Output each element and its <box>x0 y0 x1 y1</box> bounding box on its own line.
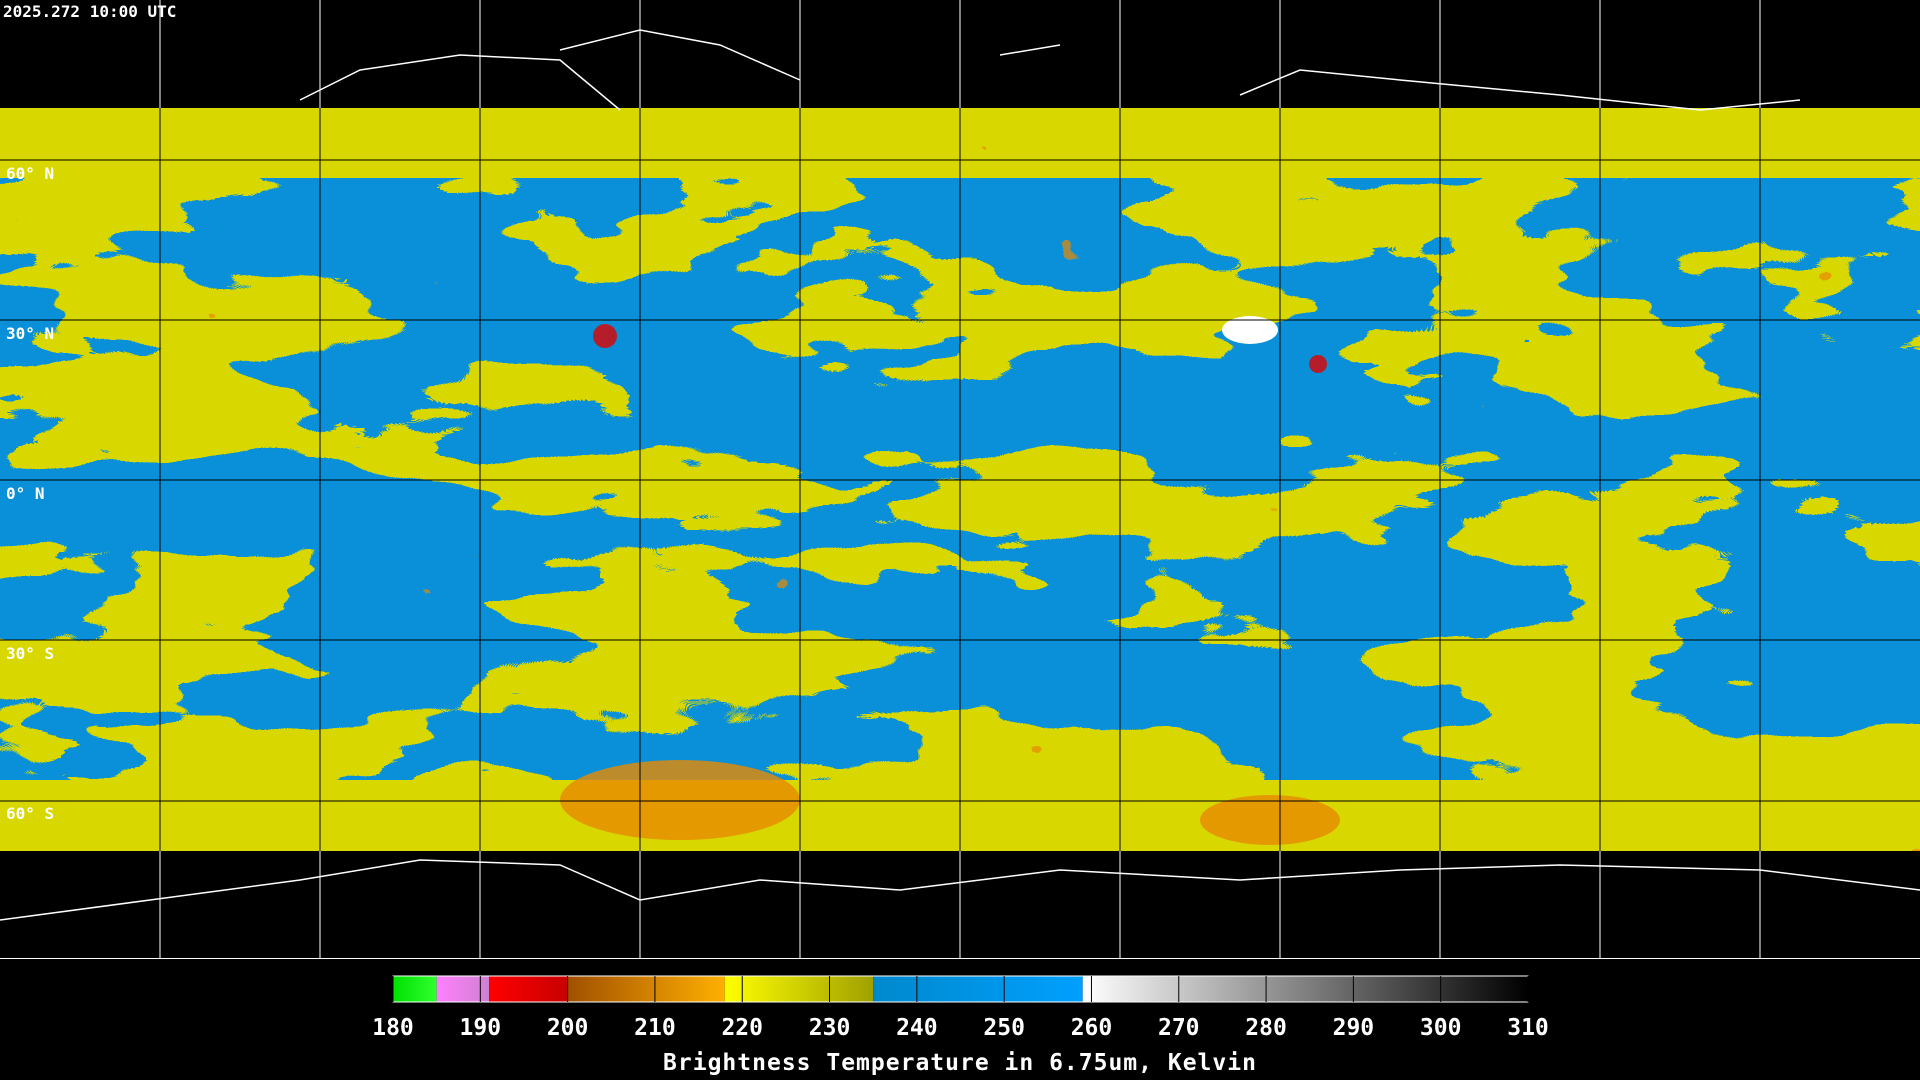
lat-label: 60° N <box>6 164 54 183</box>
lat-label: 30° N <box>6 324 54 343</box>
colorbar-segment <box>1082 976 1528 1002</box>
colorbar-segment <box>489 976 568 1002</box>
colorbar-tick-label: 200 <box>547 1015 589 1041</box>
colorbar-tick-label: 230 <box>809 1015 851 1041</box>
colorbar-segment <box>436 976 490 1002</box>
colorbar-tick-label: 290 <box>1333 1015 1375 1041</box>
graticule-no-data <box>159 0 1761 958</box>
coastline <box>299 29 1801 111</box>
colorbar-segment <box>567 976 725 1002</box>
lat-label: 30° S <box>6 644 54 663</box>
cold-region <box>560 760 800 840</box>
cold-region <box>1200 795 1340 845</box>
colorbar-tick-label: 310 <box>1507 1015 1549 1041</box>
graticule <box>0 159 1920 959</box>
lat-label: 60° S <box>6 804 54 823</box>
colorbar-tick-label: 270 <box>1158 1015 1200 1041</box>
colorbar-tick-label: 210 <box>634 1015 676 1041</box>
storm <box>593 324 617 348</box>
colorbar-tick-label: 240 <box>896 1015 938 1041</box>
colorbar-tick-label: 190 <box>460 1015 502 1041</box>
colorbar-tick-label: 280 <box>1245 1015 1287 1041</box>
colorbar-tick-label: 180 <box>372 1015 414 1041</box>
colorbar-tick-label: 220 <box>721 1015 763 1041</box>
colorbar-segment <box>393 976 437 1002</box>
colorbar-tick-label: 250 <box>983 1015 1025 1041</box>
colorbar-segment <box>724 976 874 1002</box>
storm <box>1309 355 1327 373</box>
colorbar-label: Brightness Temperature in 6.75um, Kelvin <box>663 1050 1257 1076</box>
timestamp: 2025.272 10:00 UTC <box>3 2 176 21</box>
colorbar-tick-label: 260 <box>1071 1015 1113 1041</box>
colorbar-segment <box>873 976 1083 1002</box>
lat-label: 0° N <box>6 484 45 503</box>
colorbar: 180 190 200 210 220 230 240 250 260 270 280 290 300 3… <box>372 975 1549 1041</box>
dry-region <box>1222 316 1278 344</box>
colorbar-tick-label: 300 <box>1420 1015 1462 1041</box>
